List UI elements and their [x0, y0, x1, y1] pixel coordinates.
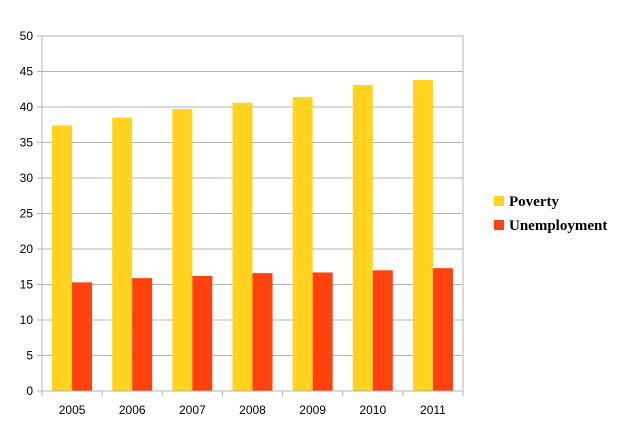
- x-axis-tick-labels: 2005 2006 2007 2008 2009 2010 2011: [59, 403, 446, 417]
- bar-poverty-2011: [412, 80, 433, 392]
- bar-unemployment-2010: [372, 270, 393, 391]
- y-tick-label: 30: [20, 171, 34, 185]
- legend: Poverty Unemployment: [494, 194, 607, 234]
- bar-poverty-2006: [112, 117, 133, 392]
- bar-unemployment-2008: [252, 273, 273, 391]
- x-tick-label: 2006: [119, 403, 146, 417]
- y-axis-tick-labels: 0 5 10 15 20 25 30 35 40 45 50: [20, 29, 34, 398]
- bar-unemployment-2006: [132, 278, 153, 391]
- y-tick-label: 35: [20, 136, 34, 150]
- bars: [52, 80, 453, 392]
- bar-unemployment-2005: [72, 282, 93, 391]
- axes: [41, 35, 464, 396]
- x-tick-label: 2011: [420, 403, 446, 417]
- plot-area-border: [41, 35, 464, 392]
- bar-poverty-2005: [52, 125, 73, 392]
- y-tick-label: 5: [26, 349, 33, 363]
- y-tick-label: 40: [20, 100, 34, 114]
- x-tick-label: 2007: [179, 403, 206, 417]
- bar-unemployment-2007: [192, 275, 213, 391]
- bar-unemployment-2011: [432, 268, 453, 391]
- x-tick-label: 2005: [59, 403, 86, 417]
- y-tick-label: 15: [20, 278, 34, 292]
- bar-poverty-2010: [352, 84, 373, 392]
- bar-poverty-2007: [172, 109, 193, 391]
- x-tick-label: 2008: [239, 403, 266, 417]
- y-tick-label: 50: [20, 29, 34, 43]
- y-tick-label: 25: [20, 207, 34, 221]
- bar-unemployment-2009: [312, 272, 333, 391]
- legend-swatch-poverty: [494, 196, 504, 206]
- x-tick-label: 2009: [299, 403, 326, 417]
- y-tick-label: 45: [20, 65, 34, 79]
- legend-label-unemployment: Unemployment: [509, 218, 607, 234]
- legend-swatch-unemployment: [494, 220, 504, 230]
- y-tick-label: 10: [20, 313, 34, 327]
- bar-poverty-2009: [292, 97, 313, 391]
- legend-label-poverty: Poverty: [509, 194, 559, 210]
- y-tick-label: 0: [26, 384, 33, 398]
- bar-poverty-2008: [232, 102, 253, 392]
- x-tick-label: 2010: [359, 403, 386, 417]
- y-tick-label: 20: [20, 242, 34, 256]
